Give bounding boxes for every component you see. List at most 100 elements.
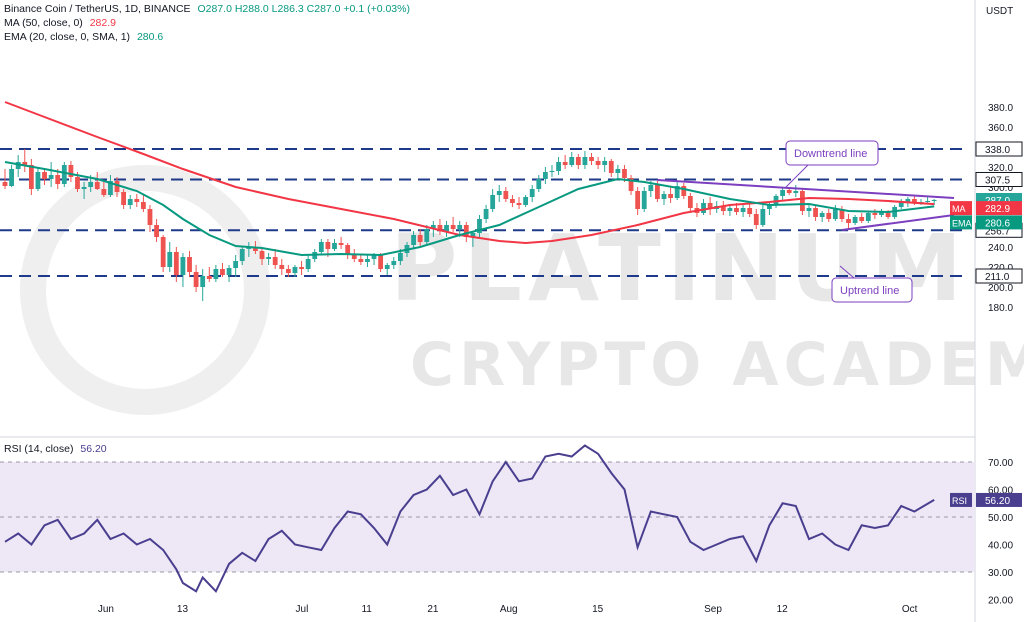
candle-body — [134, 199, 140, 202]
candle-body — [806, 208, 812, 211]
candle-body — [338, 243, 344, 245]
candle-body — [780, 190, 786, 196]
uptrend-annotation-pointer — [839, 265, 855, 279]
candle-body — [187, 257, 192, 272]
candle-body — [259, 251, 265, 259]
price-tick-label: 360.0 — [988, 123, 1013, 134]
candle-body — [793, 191, 799, 193]
candle-body — [61, 165, 67, 184]
rsi-tick-label: 20.00 — [988, 596, 1013, 607]
candle-body — [430, 225, 436, 229]
symbol-label: Binance Coin / TetherUS, 1D, BINANCE — [4, 3, 191, 15]
candle-body — [154, 225, 159, 237]
candle-body — [542, 172, 548, 179]
ma-value-tag-flag-label: MA — [952, 204, 966, 214]
candle-body — [391, 261, 397, 265]
candle-body — [167, 252, 173, 267]
candle-body — [925, 201, 930, 202]
candle-body — [398, 253, 403, 261]
candle-body — [832, 209, 838, 219]
candle-body — [213, 269, 219, 279]
candle-body — [253, 247, 258, 251]
candle-body — [707, 203, 713, 209]
candle-body — [510, 199, 515, 203]
candle-body — [68, 165, 74, 177]
candle-body — [747, 208, 753, 214]
candle-body — [589, 157, 594, 161]
rsi-tick-label: 70.00 — [988, 458, 1013, 469]
candle-body — [760, 209, 766, 225]
ma-value-tag-flag — [950, 201, 972, 216]
rsi-tick-label: 40.00 — [988, 541, 1013, 552]
rsi-line — [4, 444, 935, 594]
rsi-header-row[interactable]: RSI (14, close) 56.20 — [4, 443, 111, 455]
ema-indicator-label: EMA (20, close, 0, SMA, 1) — [4, 31, 131, 43]
candle-body — [852, 217, 858, 223]
level-price-tag — [975, 268, 1023, 284]
candle-body — [839, 209, 845, 219]
candle-body — [740, 208, 746, 212]
level-price-tag-label: 338.0 — [985, 145, 1010, 156]
date-tick-label: 13 — [177, 604, 189, 615]
candle-body — [101, 189, 107, 195]
candle-body — [318, 242, 324, 252]
candle-body — [536, 179, 542, 189]
candle-body — [266, 257, 271, 259]
header-symbol-row: Binance Coin / TetherUS, 1D, BINANCE O28… — [4, 3, 414, 15]
candle-body — [384, 265, 390, 269]
candle-body — [582, 157, 588, 165]
ema-value-tag-flag — [950, 215, 972, 230]
candle-body — [687, 196, 693, 208]
candle-body — [206, 276, 212, 279]
candle-body — [635, 191, 641, 209]
header-ma-row[interactable]: MA (50, close, 0) 282.9 — [4, 17, 120, 29]
candle-body — [490, 195, 496, 209]
candle-body — [305, 259, 311, 269]
level-price-tag — [975, 141, 1023, 157]
candle-body — [575, 157, 581, 165]
candle-body — [477, 219, 482, 233]
candle-body — [470, 233, 476, 237]
rsi-value-tag-label: 56.20 — [985, 496, 1010, 507]
date-tick-label: 12 — [777, 604, 789, 615]
candle-body — [42, 172, 47, 179]
candle-body — [127, 199, 133, 205]
candle-body — [569, 157, 575, 165]
candle-body — [661, 194, 667, 199]
candle-body — [681, 186, 687, 196]
candle-body — [655, 185, 660, 199]
candle-body — [865, 213, 871, 221]
candle-body — [88, 182, 94, 187]
candle-body — [674, 186, 680, 198]
rsi-tick-label: 30.00 — [988, 568, 1013, 579]
candle-body — [496, 191, 502, 195]
candle-body — [35, 172, 41, 189]
rsi-value-tag-flag — [950, 492, 972, 507]
candle-body — [701, 203, 706, 213]
candle-body — [503, 191, 509, 199]
candle-body — [114, 181, 120, 192]
ma-value-tag-label: 282.9 — [985, 204, 1010, 215]
candle-body — [325, 242, 331, 249]
candle-body — [75, 177, 80, 189]
candle-body — [417, 235, 423, 242]
candle-body — [529, 189, 535, 197]
candle-body — [608, 161, 614, 173]
level-price-tag — [975, 172, 1023, 187]
candle-body — [483, 209, 489, 219]
candle-body — [826, 213, 832, 219]
candle-body — [147, 209, 153, 225]
candle-body — [351, 255, 357, 259]
candle-body — [720, 206, 726, 211]
ema-value-tag-flag-label: EMA — [952, 218, 972, 228]
candle-body — [885, 211, 891, 217]
header-ema-row[interactable]: EMA (20, close, 0, SMA, 1) 280.6 — [4, 31, 167, 43]
level-price-tag-label: 211.0 — [985, 272, 1010, 283]
candle-body — [898, 202, 904, 207]
candle-body — [786, 190, 792, 193]
candle-body — [239, 249, 245, 261]
candle-body — [332, 243, 337, 249]
candle-body — [767, 205, 772, 209]
